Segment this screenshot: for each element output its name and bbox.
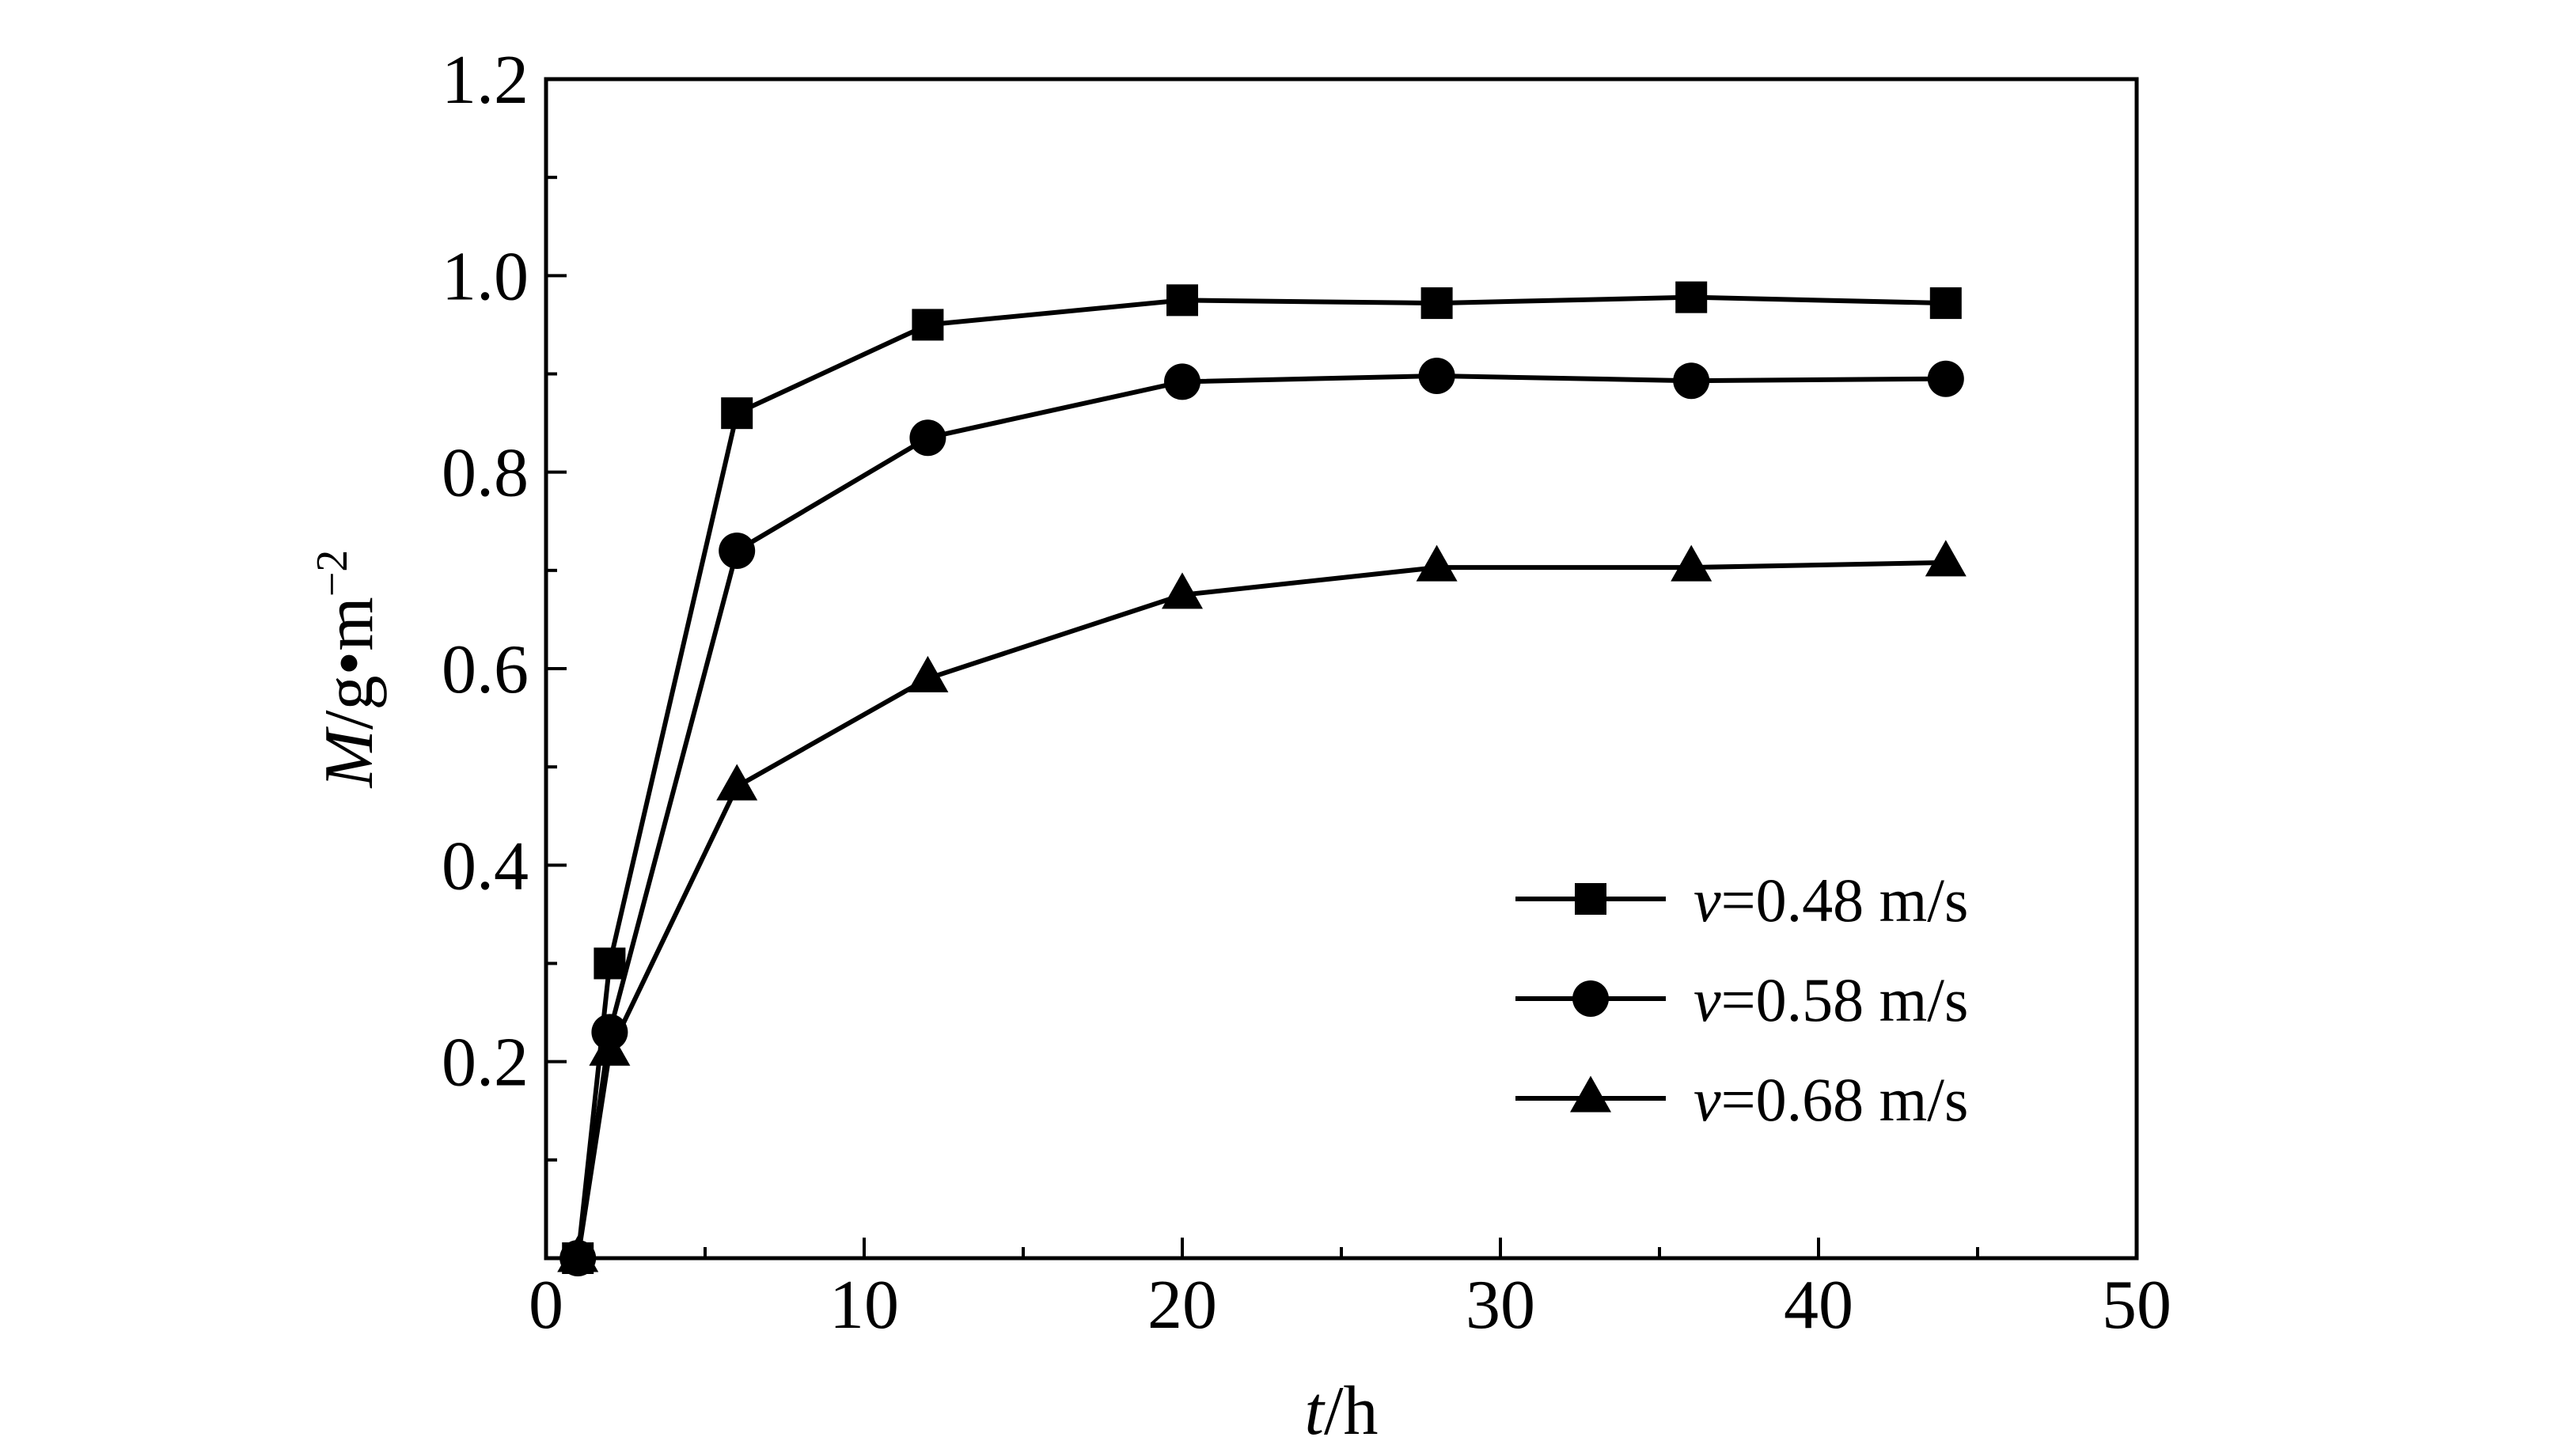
series-triangle bbox=[557, 540, 1967, 1272]
legend-label: v=0.48 m/s bbox=[1694, 866, 1968, 935]
data-point-triangle bbox=[1925, 540, 1967, 577]
y-axis-label: M/g•m−2 bbox=[308, 550, 388, 790]
legend-marker-triangle bbox=[1570, 1075, 1611, 1113]
data-point-square bbox=[912, 309, 944, 341]
data-point-circle bbox=[1418, 357, 1455, 394]
x-axis-label-rest: /h bbox=[1324, 1373, 1378, 1450]
legend-label-rest: =0.48 m/s bbox=[1721, 866, 1969, 935]
y-tick-label: 0.6 bbox=[442, 631, 529, 708]
data-point-triangle bbox=[907, 655, 949, 692]
y-tick-label: 0.2 bbox=[442, 1025, 529, 1101]
legend-label-rest: =0.58 m/s bbox=[1721, 965, 1969, 1034]
data-point-triangle bbox=[1416, 544, 1458, 582]
data-point-circle bbox=[909, 419, 946, 457]
legend-marker-circle bbox=[1572, 980, 1609, 1017]
axis-ticks bbox=[546, 176, 1979, 1258]
legend: v=0.48 m/sv=0.58 m/sv=0.68 m/s bbox=[1515, 866, 1968, 1134]
x-tick-label: 40 bbox=[1784, 1267, 1853, 1344]
data-point-circle bbox=[1164, 363, 1200, 400]
y-axis-label-sup: −2 bbox=[308, 550, 357, 597]
x-tick-label: 0 bbox=[529, 1267, 563, 1344]
y-tick-label: 1.0 bbox=[442, 238, 529, 315]
x-axis-label-italic: t bbox=[1305, 1373, 1326, 1450]
x-tick-label: 10 bbox=[829, 1267, 899, 1344]
data-point-triangle bbox=[716, 764, 758, 801]
legend-label-italic: v bbox=[1694, 965, 1721, 1034]
data-point-circle bbox=[1927, 360, 1964, 397]
data-point-triangle bbox=[1162, 572, 1203, 609]
y-axis-label-rest: /g•m bbox=[311, 597, 388, 730]
data-point-circle bbox=[1673, 362, 1710, 400]
data-point-square bbox=[1675, 281, 1708, 313]
x-axis-label: t/h bbox=[1305, 1373, 1379, 1450]
legend-label-italic: v bbox=[1694, 866, 1721, 935]
series-line bbox=[575, 559, 1946, 1259]
y-tick-label: 0.4 bbox=[442, 828, 529, 904]
series-circle bbox=[559, 357, 1964, 1276]
x-tick-label: 50 bbox=[2102, 1267, 2171, 1344]
legend-item: v=0.48 m/s bbox=[1515, 866, 1968, 935]
x-tick-label: 30 bbox=[1466, 1267, 1535, 1344]
y-axis-label-italic: M bbox=[311, 726, 388, 789]
legend-item: v=0.58 m/s bbox=[1515, 965, 1968, 1034]
data-point-square bbox=[1929, 287, 1962, 320]
series-layer bbox=[557, 281, 1967, 1276]
x-tick-label: 20 bbox=[1147, 1267, 1217, 1344]
legend-label-italic: v bbox=[1694, 1065, 1721, 1134]
series-line bbox=[575, 373, 1946, 1259]
legend-label: v=0.58 m/s bbox=[1694, 965, 1968, 1034]
legend-label-rest: =0.68 m/s bbox=[1721, 1065, 1969, 1134]
series-line bbox=[575, 294, 1946, 1259]
y-tick-label: 1.2 bbox=[442, 42, 529, 119]
data-point-circle bbox=[719, 533, 756, 569]
data-point-square bbox=[594, 947, 626, 980]
data-point-square bbox=[1420, 287, 1453, 320]
legend-item: v=0.68 m/s bbox=[1515, 1065, 1968, 1134]
data-point-triangle bbox=[557, 1235, 599, 1272]
data-point-square bbox=[1166, 284, 1198, 317]
axis-tick-labels: 0 10 20 30 40 50 0.2 0.4 0.6 0.8 1.0 1.2 bbox=[442, 42, 2171, 1344]
data-point-square bbox=[721, 397, 753, 430]
legend-label: v=0.68 m/s bbox=[1694, 1065, 1968, 1134]
legend-marker-square bbox=[1575, 883, 1606, 915]
data-point-triangle bbox=[589, 1029, 631, 1066]
y-tick-label: 0.8 bbox=[442, 435, 529, 512]
data-point-triangle bbox=[1671, 544, 1712, 582]
